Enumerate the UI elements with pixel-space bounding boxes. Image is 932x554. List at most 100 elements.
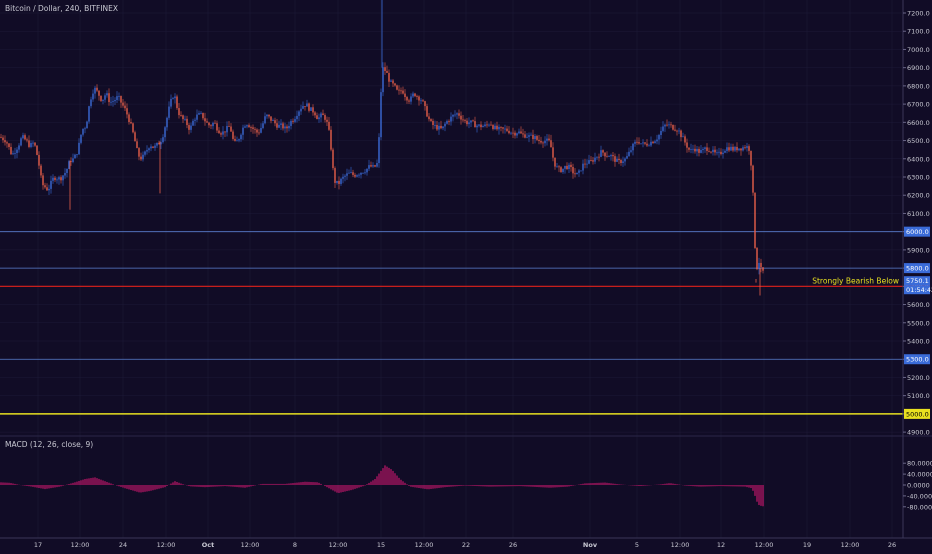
candle-body bbox=[444, 123, 446, 127]
candle-body bbox=[280, 123, 282, 125]
candle-body bbox=[544, 140, 546, 144]
candle-body bbox=[52, 177, 54, 181]
candle-body bbox=[560, 167, 562, 173]
candle-body bbox=[336, 180, 338, 183]
candle-body bbox=[304, 106, 306, 107]
macd-histogram bbox=[0, 465, 764, 507]
candle-body bbox=[244, 126, 246, 128]
candle-body bbox=[590, 160, 592, 161]
candle-body bbox=[666, 124, 668, 126]
candle-body bbox=[258, 132, 260, 134]
candle-body bbox=[264, 116, 266, 124]
candle-body bbox=[570, 164, 572, 168]
candle-body bbox=[716, 152, 718, 154]
candle-body bbox=[338, 180, 340, 184]
candle-body bbox=[354, 174, 356, 177]
candle-body bbox=[260, 128, 262, 133]
candle-body bbox=[732, 146, 734, 151]
candle-body bbox=[622, 161, 624, 164]
candle-body bbox=[202, 112, 204, 119]
candle-body bbox=[176, 96, 178, 109]
candle-body bbox=[34, 142, 36, 146]
candle-body bbox=[384, 67, 386, 71]
candle-body bbox=[10, 146, 12, 155]
candle-body bbox=[490, 124, 492, 126]
candle-body bbox=[558, 166, 560, 168]
candle-body bbox=[268, 114, 270, 117]
candle-body bbox=[368, 165, 370, 169]
macd-title[interactable]: MACD (12, 26, close, 9) bbox=[5, 440, 93, 449]
candle-body bbox=[84, 128, 86, 130]
candle-body bbox=[676, 130, 678, 132]
candle-body bbox=[296, 115, 298, 120]
candle-body bbox=[364, 172, 366, 174]
candle-body bbox=[88, 106, 90, 122]
candle-body bbox=[114, 100, 116, 102]
candle-body bbox=[678, 130, 680, 132]
candle-body bbox=[564, 165, 566, 169]
y-tick-label: 6600.0 bbox=[907, 119, 930, 127]
candle-body bbox=[730, 146, 732, 151]
candle-body bbox=[198, 113, 200, 115]
candle-body bbox=[286, 126, 288, 129]
candle-body bbox=[728, 147, 730, 151]
y-tick-label: 5400.0 bbox=[907, 337, 930, 345]
candle-body bbox=[166, 117, 168, 128]
candle-body bbox=[276, 123, 278, 128]
candle-body bbox=[76, 154, 78, 156]
candle-body bbox=[316, 115, 318, 120]
candle-body bbox=[200, 112, 202, 114]
candle-body bbox=[94, 87, 96, 94]
last-price-tag bbox=[904, 276, 930, 286]
level-tag-label: 5300.0 bbox=[906, 356, 929, 364]
candle-body bbox=[758, 262, 760, 270]
level-tag-5000 bbox=[904, 408, 930, 419]
y-tick-label: 7100.0 bbox=[907, 28, 930, 36]
candle-body bbox=[514, 132, 516, 136]
level-tag-label: 5000.0 bbox=[906, 410, 929, 418]
candle-body bbox=[6, 142, 8, 144]
candle-body bbox=[224, 131, 226, 133]
candle-body bbox=[274, 120, 276, 124]
candle-body bbox=[42, 175, 44, 186]
candle-body bbox=[24, 135, 26, 140]
x-tick-label: 12:00 bbox=[841, 541, 860, 549]
candle-body bbox=[576, 172, 578, 175]
candle-body bbox=[556, 166, 558, 168]
candle-body bbox=[362, 172, 364, 174]
candle-body bbox=[298, 111, 300, 116]
candle-body bbox=[270, 116, 272, 121]
candle-body bbox=[646, 143, 648, 146]
y-tick-label: 7000.0 bbox=[907, 46, 930, 54]
candle-body bbox=[96, 87, 98, 91]
candle-body bbox=[186, 118, 188, 126]
candle-body bbox=[698, 148, 700, 153]
candle-body bbox=[356, 175, 358, 177]
candle-body bbox=[228, 126, 230, 127]
candle-body bbox=[522, 133, 524, 135]
candle-body bbox=[470, 120, 472, 123]
candle-body bbox=[430, 119, 432, 121]
candle-body bbox=[492, 125, 494, 130]
candle-body bbox=[58, 177, 60, 180]
candle-body bbox=[82, 128, 84, 135]
candle-body bbox=[56, 179, 58, 181]
horizontal-levels[interactable]: Strongly Bearish Below bbox=[0, 231, 903, 415]
level-tag-label: 6000.0 bbox=[906, 228, 929, 236]
candle-body bbox=[32, 142, 34, 144]
candle-body bbox=[66, 168, 68, 173]
candle-body bbox=[500, 126, 502, 128]
macd-y-tick-label: 40.0000 bbox=[907, 471, 932, 479]
level-tag-6000 bbox=[904, 226, 930, 237]
x-tick-label: 12:00 bbox=[755, 541, 774, 549]
candle-body bbox=[434, 124, 436, 126]
candle-body bbox=[650, 141, 652, 146]
candle-body bbox=[416, 96, 418, 97]
candle-body bbox=[484, 124, 486, 127]
candle-body bbox=[682, 136, 684, 138]
candle-body bbox=[506, 128, 508, 131]
candle-body bbox=[442, 126, 444, 129]
symbol-title[interactable]: Bitcoin / Dollar, 240, BITFINEX bbox=[5, 4, 118, 13]
macd-y-tick-label: 0.0000 bbox=[907, 482, 930, 490]
